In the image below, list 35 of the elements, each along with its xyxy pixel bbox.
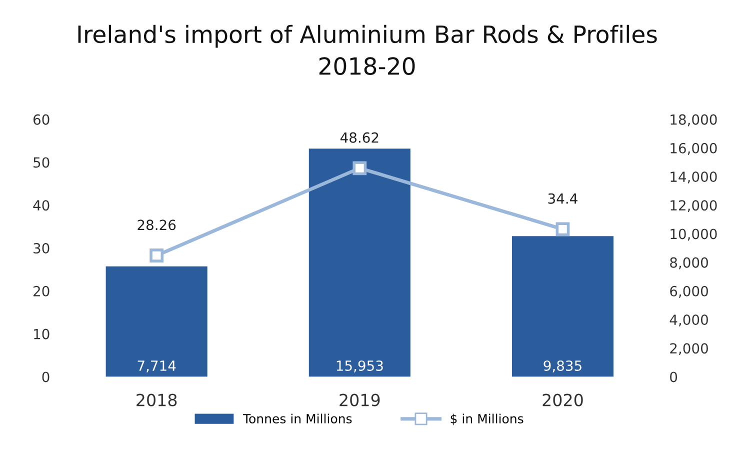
x-tick-label: 2020 [542,394,583,406]
legend-label: Tonnes in Millions [242,414,352,424]
y2-tick-label: 12,000 [670,200,717,212]
y2-tick-label: 6,000 [670,286,708,298]
y2-tick-label: 4,000 [670,314,708,326]
y-tick-label: 0 [42,372,50,382]
data-label: 7,714 [138,360,176,372]
data-label: 9,835 [544,360,582,372]
y-tick-label: 30 [34,243,50,254]
y2-tick-label: 0 [670,372,678,382]
y-tick-label: 40 [33,200,50,211]
y-tick-label: 50 [34,157,50,168]
bar [106,266,208,377]
y2-tick-label: 16,000 [670,142,717,155]
point [150,248,164,262]
chart-title: Ireland's import of Aluminium Bar Rods & Profiles 2018-20 [78,24,657,75]
point [352,161,367,176]
y2-tick-label: 10,000 [670,228,717,241]
x-tick-label: 2019 [340,394,380,406]
data-label: 48.62 [340,132,378,143]
y-tick-label: 10 [34,328,50,340]
bar [308,148,410,377]
y2-tick-label: 8,000 [670,257,708,270]
data-label: 34.4 [548,193,578,204]
bar [512,236,614,377]
y2-tick-label: 18,000 [670,114,717,126]
y-tick-label: 20 [34,286,50,296]
point [556,222,570,236]
data-label: 15,953 [336,360,383,372]
y2-tick-label: 2,000 [670,343,708,356]
y2-tick-label: 14,000 [670,172,717,184]
data-label: 28.26 [138,220,176,230]
x-tick-label: 2018 [136,394,177,406]
legend-label: $ in Millions [450,414,524,426]
y-tick-label: 60 [33,114,50,125]
